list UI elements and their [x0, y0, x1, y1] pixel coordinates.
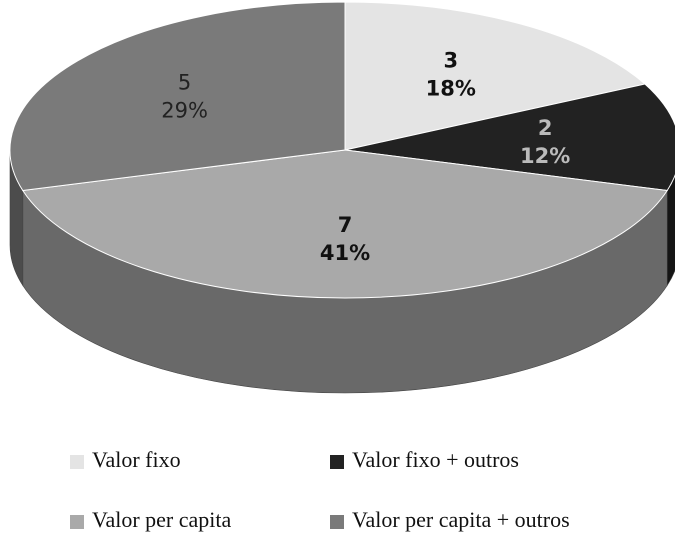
legend-swatch: [70, 455, 84, 469]
legend-label: Valor per capita: [92, 507, 231, 532]
data-label-percent: 12%: [520, 144, 570, 168]
legend-swatch: [330, 455, 344, 469]
legend-label: Valor fixo + outros: [352, 447, 519, 472]
slice: [344, 83, 675, 192]
data-label-percent: 41%: [320, 241, 370, 265]
data-label-percent: 29%: [161, 98, 208, 122]
slice: [344, 1, 646, 151]
slice: [21, 149, 669, 299]
data-label-value: 2: [538, 116, 553, 140]
data-label-value: 5: [178, 70, 191, 94]
legend-swatch: [330, 515, 344, 529]
legend-swatch: [70, 515, 84, 529]
data-label-value: 3: [444, 49, 459, 73]
data-label-value: 7: [338, 213, 353, 237]
legend-label: Valor per capita + outros: [352, 507, 570, 532]
data-label-percent: 18%: [426, 77, 476, 101]
slice: [9, 1, 346, 192]
legend-label: Valor fixo: [92, 447, 181, 472]
